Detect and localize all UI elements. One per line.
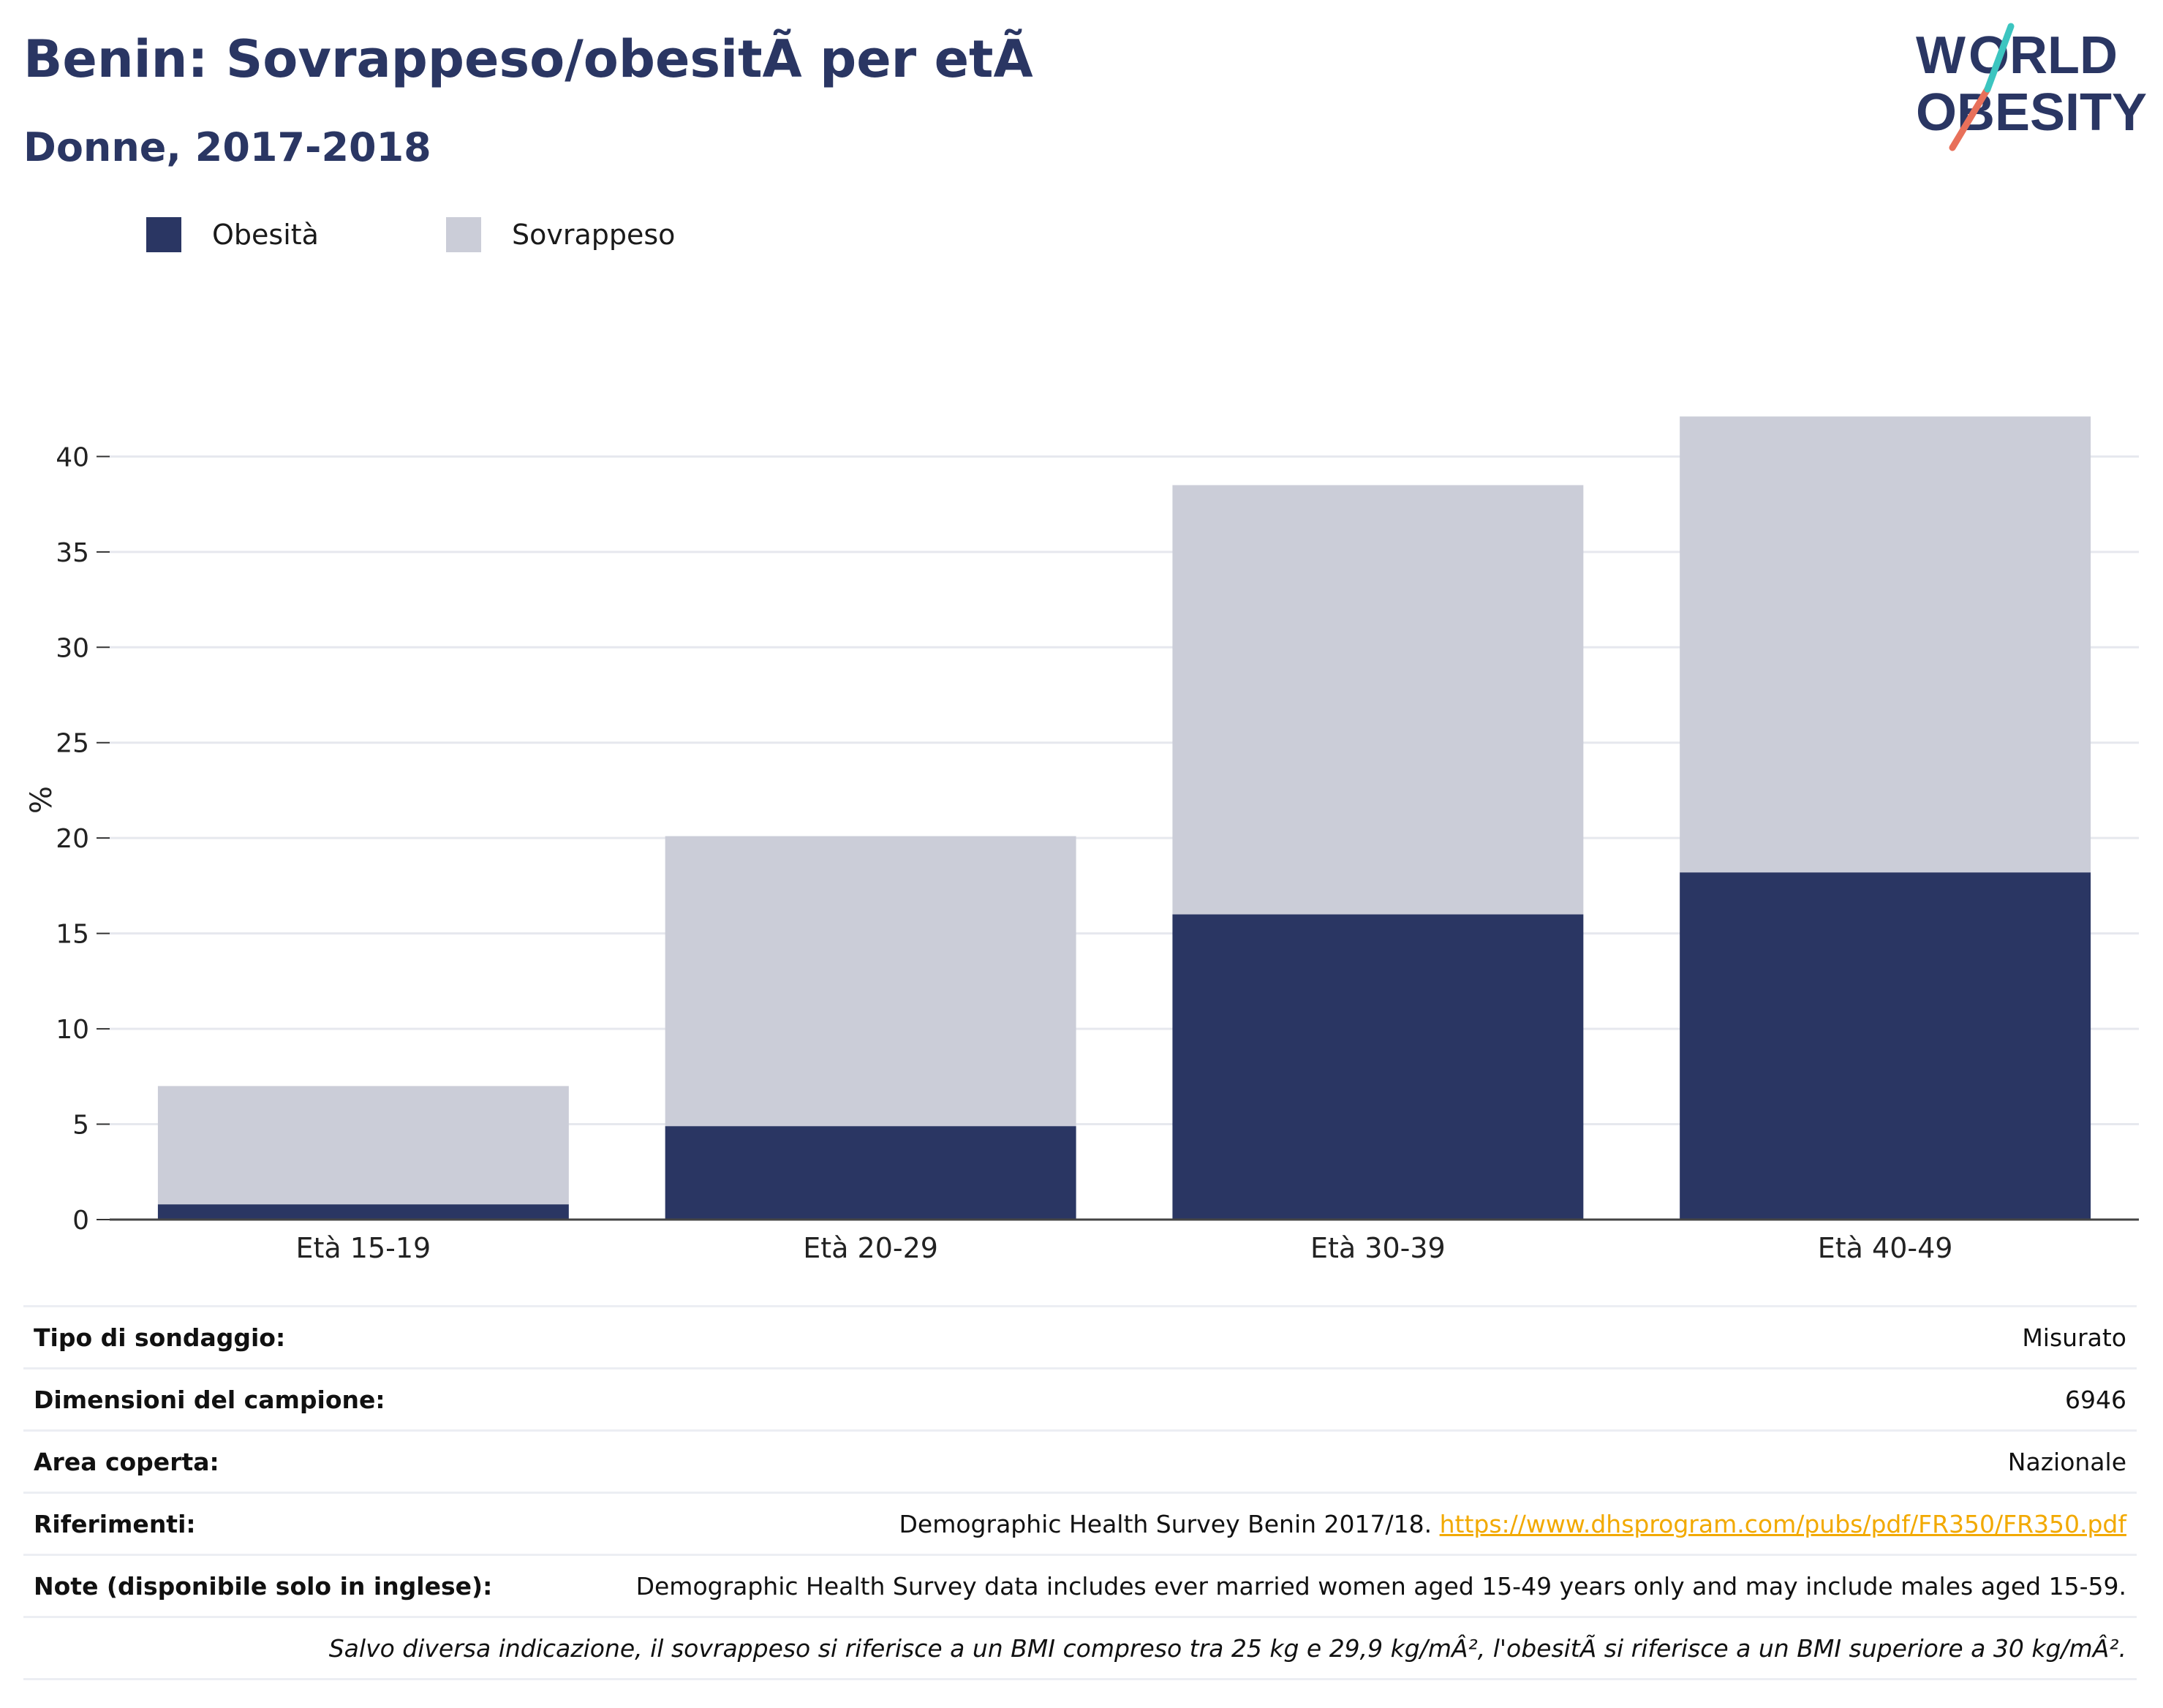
page-title: Benin: Sovrappeso/obesitÃ per etÃ <box>23 29 1033 89</box>
y-tick-label: 25 <box>56 729 89 759</box>
reference-text: Demographic Health Survey Benin 2017/18. <box>899 1510 1432 1538</box>
legend-swatch-obesity <box>146 217 181 252</box>
y-tick-label: 5 <box>72 1111 89 1141</box>
info-value: 6946 <box>2065 1386 2126 1414</box>
y-tick-label: 0 <box>72 1206 89 1236</box>
world-obesity-logo: W ORLD OBESITY <box>1916 23 2147 151</box>
info-row-notes: Note (disponibile solo in inglese): Demo… <box>23 1554 2137 1616</box>
bar-segment-sovrappeso[interactable] <box>1172 485 1584 915</box>
info-key: Area coperta: <box>34 1448 219 1476</box>
y-tick-label: 35 <box>56 538 89 568</box>
x-tick-label: Età 20-29 <box>803 1232 938 1264</box>
info-value: Misurato <box>2022 1323 2126 1352</box>
bar-segment-sovrappeso[interactable] <box>1680 416 2091 873</box>
y-tick-label: 10 <box>56 1015 89 1045</box>
y-tick-label: 30 <box>56 633 89 663</box>
bars <box>157 416 2091 1220</box>
survey-info-table: Tipo di sondaggio: Misurato Dimensioni d… <box>23 1305 2137 1680</box>
y-tick-label: 20 <box>56 824 89 854</box>
info-row-sample-size: Dimensioni del campione: 6946 <box>23 1367 2137 1429</box>
bar-segment-obesit-[interactable] <box>665 1126 1076 1220</box>
info-key: Note (disponibile solo in inglese): <box>34 1572 493 1601</box>
bar-segment-obesit-[interactable] <box>1680 872 2091 1220</box>
info-value: Nazionale <box>2007 1448 2126 1476</box>
footnote: Salvo diversa indicazione, il sovrappeso… <box>328 1634 2126 1663</box>
info-key: Riferimenti: <box>34 1510 196 1538</box>
svg-text:OBESITY: OBESITY <box>1916 83 2147 142</box>
axes: 0 5 10 15 20 25 30 35 40% Età 15-19 Età 20-29 Età 3… <box>25 442 2139 1264</box>
info-value: Demographic Health Survey Benin 2017/18.… <box>899 1510 2127 1538</box>
bar-segment-obesit-[interactable] <box>157 1204 569 1220</box>
info-row-survey-type: Tipo di sondaggio: Misurato <box>23 1305 2137 1367</box>
reference-link[interactable]: https://www.dhsprogram.com/pubs/pdf/FR35… <box>1439 1510 2126 1538</box>
info-row-footnote: Salvo diversa indicazione, il sovrappeso… <box>23 1616 2137 1680</box>
legend-label-obesity: Obesità <box>212 219 319 251</box>
info-value: Demographic Health Survey data includes … <box>635 1572 2126 1601</box>
y-tick-label: 40 <box>56 442 89 472</box>
x-tick-label: Età 40-49 <box>1818 1232 1953 1264</box>
y-tick-label: 15 <box>56 920 89 950</box>
info-key: Tipo di sondaggio: <box>34 1323 286 1352</box>
bar-segment-obesit-[interactable] <box>1172 914 1584 1220</box>
x-tick-label: Età 15-19 <box>296 1232 431 1264</box>
legend-swatch-overweight <box>446 217 481 252</box>
page-subtitle: Donne, 2017-2018 <box>23 124 431 170</box>
info-row-area: Area coperta: Nazionale <box>23 1429 2137 1492</box>
svg-text:W: W <box>1916 26 1966 85</box>
y-axis-label: % <box>25 786 58 814</box>
info-key: Dimensioni del campione: <box>34 1386 385 1414</box>
info-row-references: Riferimenti: Demographic Health Survey B… <box>23 1492 2137 1554</box>
x-tick-label: Età 30-39 <box>1310 1232 1446 1264</box>
bar-segment-sovrappeso[interactable] <box>665 836 1076 1127</box>
stacked-bar-chart: 0 5 10 15 20 25 30 35 40% Età 15-19 Età 20-29 Età 3… <box>25 416 2139 1264</box>
bar-segment-sovrappeso[interactable] <box>157 1086 569 1205</box>
legend-label-overweight: Sovrappeso <box>512 219 676 251</box>
